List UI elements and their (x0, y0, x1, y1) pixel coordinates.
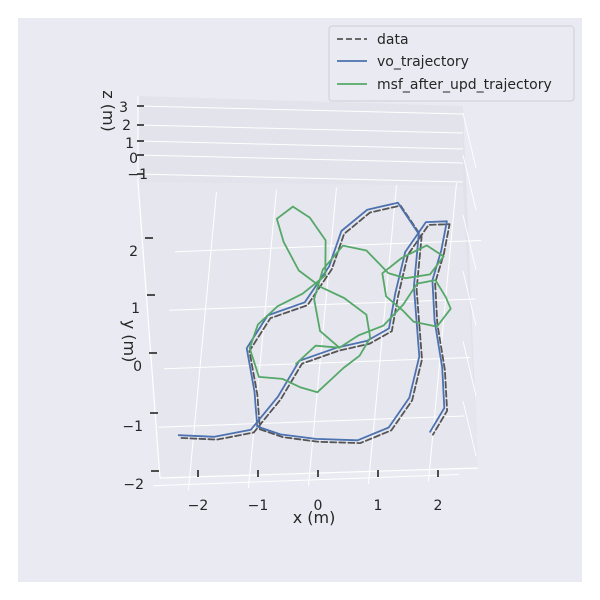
x-tick-label: 1 (374, 498, 383, 514)
z-axis-label: z (m) (99, 90, 118, 132)
z-tick-label: −1 (127, 167, 148, 183)
legend-label-data: data (377, 32, 409, 48)
legend: data vo_trajectory msf_after_upd_traject… (328, 25, 575, 102)
side-grid-line (462, 340, 477, 397)
y-axis-line (137, 181, 161, 479)
y-tick-label: 1 (131, 301, 140, 317)
y-tick-label: 2 (129, 244, 138, 260)
z-tick-label: 3 (119, 100, 128, 116)
side-grid-line (462, 400, 477, 457)
floor-pane (138, 182, 478, 478)
x-grid-line (307, 187, 337, 486)
side-pane (463, 106, 478, 468)
z-grid-line (137, 124, 464, 134)
x-grid-line (247, 189, 277, 489)
legend-label-msf-trajectory: msf_after_upd_trajectory (377, 77, 552, 93)
side-grid-line (462, 112, 477, 169)
z-grid-line (137, 105, 464, 115)
y-grid-line (158, 415, 465, 428)
y-tick-label: −2 (123, 477, 144, 493)
y-grid-line (152, 474, 460, 487)
series-line-vo-trajectory-1 (177, 220, 448, 438)
legend-box (328, 25, 575, 102)
y-grid-line (174, 240, 482, 253)
series-line-msf-after-upd-trajectory-0 (295, 244, 452, 365)
back-pane (138, 96, 463, 186)
z-tick-label: 2 (122, 118, 131, 134)
legend-label-vo-trajectory: vo_trajectory (377, 54, 469, 70)
series-layer (177, 201, 452, 444)
grid-lines (137, 105, 482, 491)
z-grid-line (137, 140, 464, 150)
x-tick-label: −2 (188, 498, 209, 514)
x-tick-label: 2 (434, 498, 443, 514)
x-tick-label: −1 (248, 498, 269, 514)
side-grid-line (462, 214, 477, 271)
x-axis-label: x (m) (293, 508, 336, 527)
z-tick-label: 1 (125, 136, 134, 152)
side-grid-line (462, 154, 477, 211)
y-tick-label: 0 (133, 359, 142, 375)
y-tick-label: −1 (122, 419, 143, 435)
x-grid-line (187, 191, 217, 491)
z-tick-label: 0 (129, 151, 138, 167)
z-grid-line (137, 154, 464, 164)
x-grid-line (427, 183, 457, 482)
series-line-data-1 (180, 223, 451, 441)
axis-lines (137, 96, 479, 479)
y-grid-line (169, 298, 476, 311)
x-tick-label: 0 (314, 498, 323, 514)
x-axis-line (159, 467, 479, 479)
y-axis-label: y (m) (120, 320, 139, 363)
series-line-data-0 (248, 204, 423, 444)
z-grid-line (137, 173, 464, 183)
side-grid-line (462, 270, 477, 327)
series-line-msf-after-upd-trajectory-1 (248, 205, 372, 394)
